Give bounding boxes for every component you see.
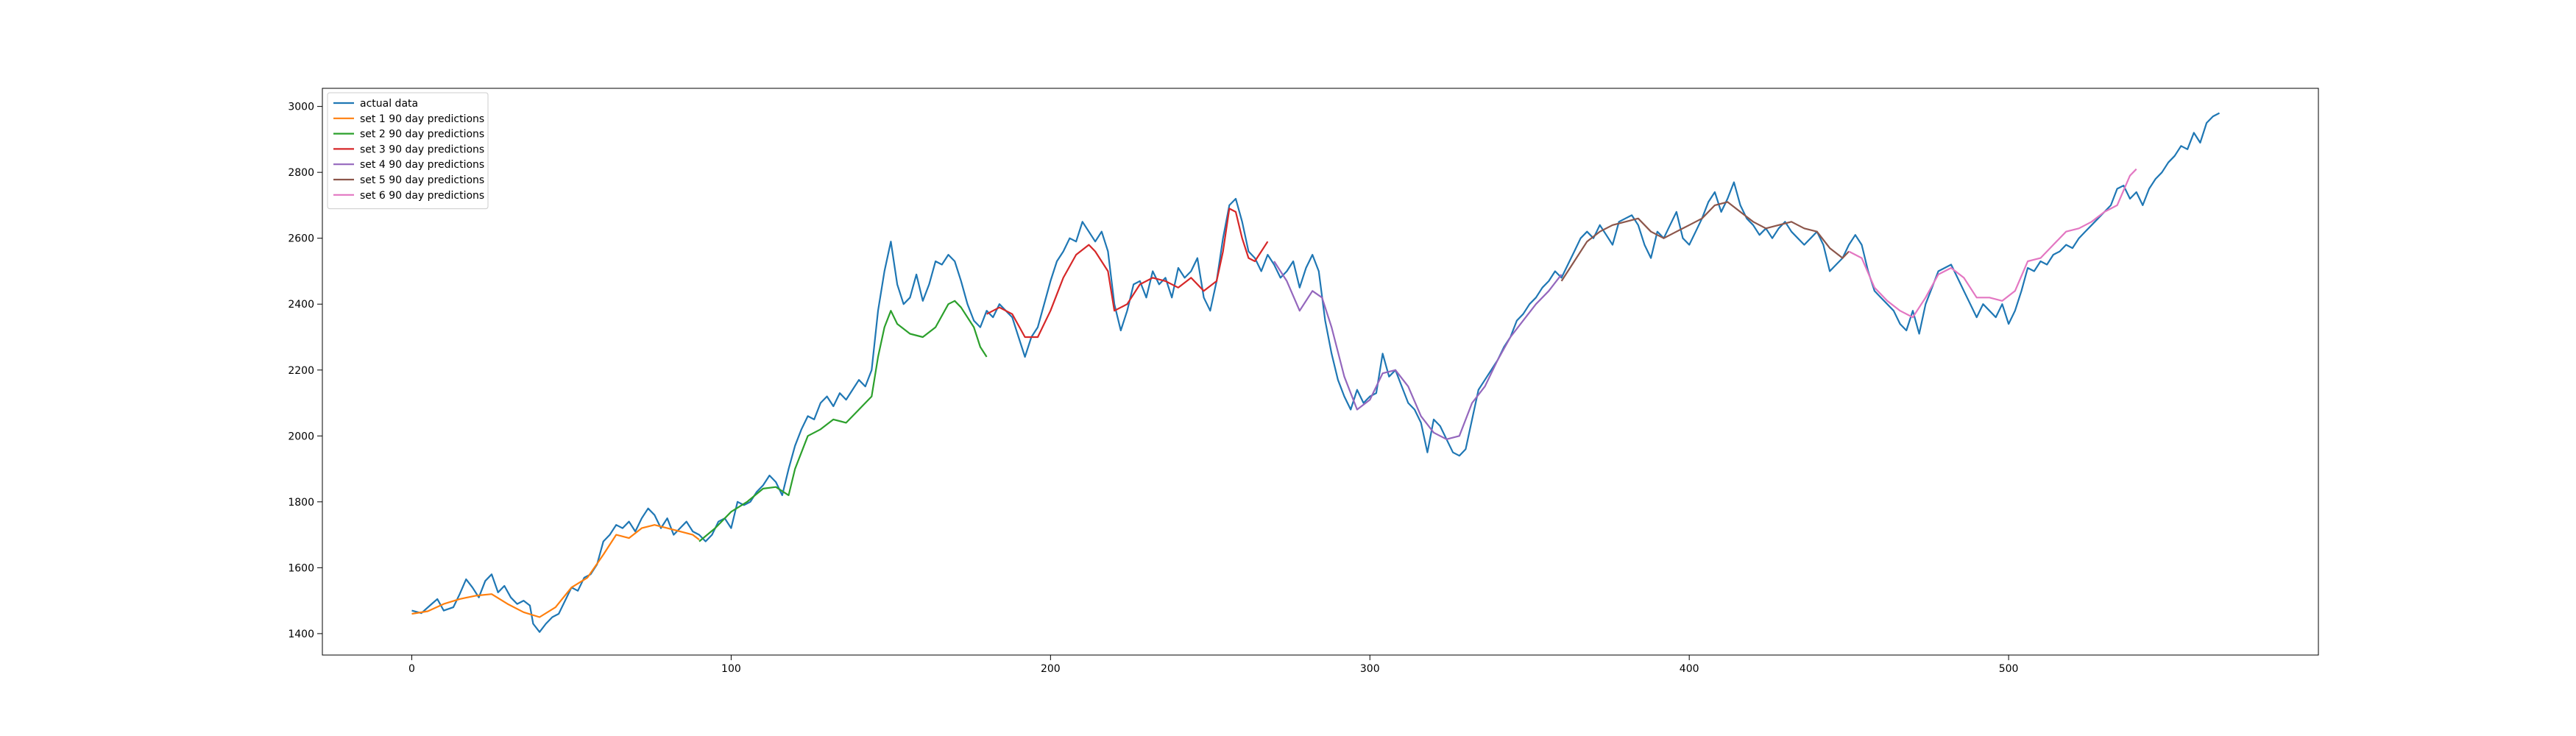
legend-label-0: actual data [360,98,418,110]
y-tick-label-3: 2000 [288,431,314,442]
plot-area [322,88,2319,656]
series-line-6 [1848,168,2137,319]
y-tick-label-6: 2600 [288,233,314,245]
series-line-0 [411,112,2221,633]
y-tick-label-5: 2400 [288,299,314,311]
legend-label-4: set 4 90 day predictions [360,159,484,171]
x-tick-label-5: 500 [1999,663,2019,675]
x-tick-label-1: 100 [721,663,741,675]
series-line-2 [698,300,988,542]
legend-label-6: set 6 90 day predictions [360,190,484,202]
legend-label-2: set 2 90 day predictions [360,129,484,141]
legend-box [327,92,489,210]
series-line-3 [986,208,1269,339]
legend: actual data set 1 90 day predictions set 2… [327,92,489,210]
axis-layer: 0 100 200 300 400 500 1400 1600 1800 2000 2200 2400… [288,102,2018,675]
series-layer [411,112,2221,633]
y-tick-label-0: 1400 [288,629,314,640]
y-tick-label-8: 3000 [288,102,314,113]
legend-label-5: set 5 90 day predictions [360,174,484,186]
series-line-5 [1560,201,1850,282]
x-tick-label-0: 0 [408,663,415,675]
y-tick-label-7: 2800 [288,167,314,179]
y-tick-label-1: 1600 [288,562,314,574]
x-tick-label-2: 200 [1041,663,1061,675]
x-tick-label-4: 400 [1680,663,1699,675]
y-tick-label-4: 2200 [288,365,314,377]
series-line-1 [411,524,700,618]
series-line-4 [1273,261,1563,440]
y-tick-label-2: 1800 [288,497,314,509]
legend-label-1: set 1 90 day predictions [360,113,484,125]
legend-label-3: set 3 90 day predictions [360,144,484,155]
x-tick-label-3: 300 [1360,663,1380,675]
